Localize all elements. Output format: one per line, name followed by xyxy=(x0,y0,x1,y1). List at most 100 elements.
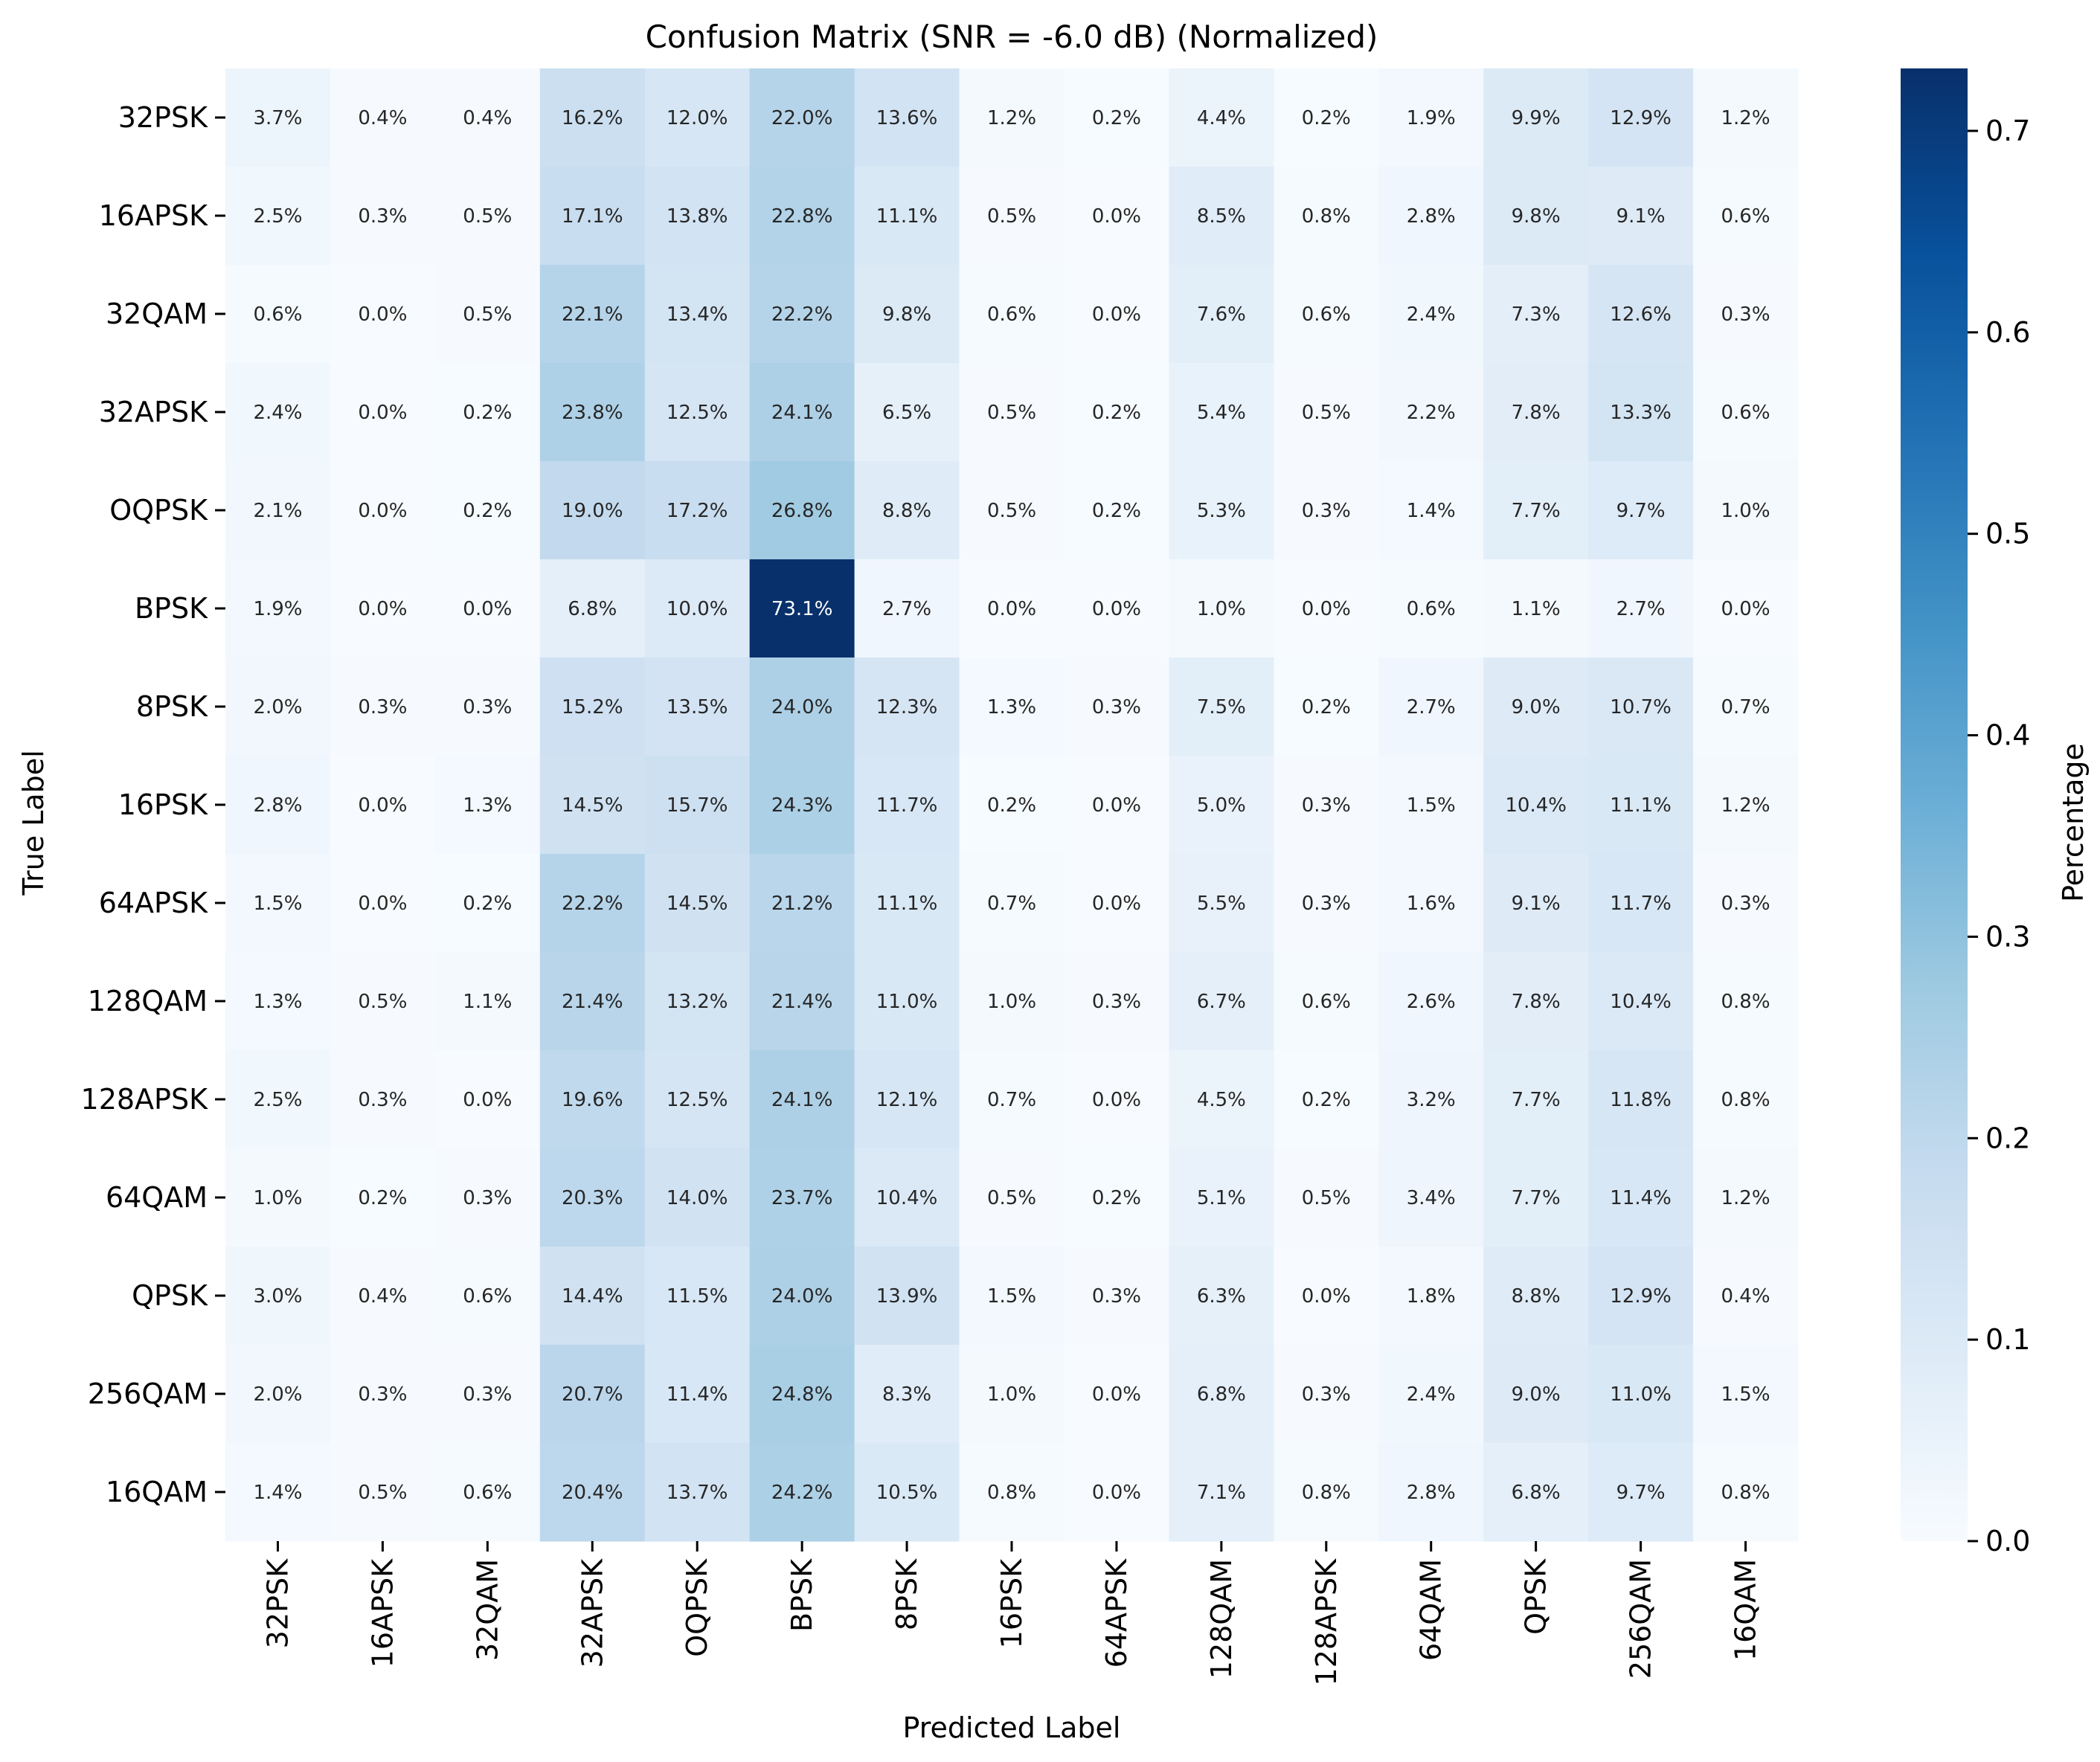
cell-value-label: 11.0% xyxy=(1610,1383,1672,1406)
cell-value-label: 0.4% xyxy=(358,1285,407,1308)
cell-value-label: 14.0% xyxy=(667,1187,728,1209)
cell-value-label: 16.2% xyxy=(562,107,623,129)
heatmap-cell-32qam-64qam xyxy=(1378,265,1484,364)
heatmap-cell-128qam-16qam xyxy=(1693,952,1799,1051)
heatmap-cell-128apsk-64apsk xyxy=(1064,1050,1169,1149)
cell-value-label: 0.6% xyxy=(1407,598,1456,620)
x-tick-label-8psk: 8PSK xyxy=(890,1558,923,1630)
heatmap-cell-64qam-32psk xyxy=(225,1148,331,1247)
cell-value-label: 0.2% xyxy=(463,402,512,424)
cell-value-label: 5.1% xyxy=(1197,1187,1246,1209)
heatmap-cell-8psk-8psk xyxy=(854,657,960,756)
heatmap-cell-32apsk-64qam xyxy=(1378,363,1484,462)
cell-value-label: 7.7% xyxy=(1512,1187,1561,1209)
heatmap-cell-bpsk-bpsk xyxy=(749,559,855,658)
cell-value-label: 1.0% xyxy=(1197,598,1246,620)
heatmap-cell-64apsk-16qam xyxy=(1693,854,1799,953)
cell-value-label: 1.6% xyxy=(1407,893,1456,915)
heatmap-cell-32psk-32psk xyxy=(225,68,331,167)
heatmap-cell-bpsk-16psk xyxy=(959,559,1065,658)
cell-value-label: 0.2% xyxy=(1092,1187,1141,1209)
cell-value-label: 0.5% xyxy=(987,402,1036,424)
cell-value-label: 0.6% xyxy=(463,1285,512,1308)
heatmap-cell-8psk-128qam xyxy=(1169,657,1274,756)
colorbar-gradient xyxy=(1901,68,1968,1541)
heatmap-cell-16qam-32apsk xyxy=(539,1443,646,1542)
heatmap-cell-8psk-32psk xyxy=(225,657,331,756)
cell-value-label: 14.4% xyxy=(562,1285,623,1308)
heatmap-cell-16apsk-oqpsk xyxy=(644,167,751,266)
heatmap-cell-256qam-32qam xyxy=(434,1345,541,1444)
heatmap-cell-16qam-64qam xyxy=(1378,1443,1484,1542)
cell-value-label: 2.5% xyxy=(253,1089,302,1111)
heatmap-cell-16qam-8psk xyxy=(854,1443,960,1542)
heatmap-cell-32qam-128apsk xyxy=(1274,265,1379,364)
cell-value-label: 9.8% xyxy=(1512,205,1561,228)
heatmap-cell-oqpsk-256qam xyxy=(1588,461,1694,560)
cell-value-label: 0.8% xyxy=(1721,991,1770,1013)
heatmap-cell-32apsk-128qam xyxy=(1169,363,1274,462)
heatmap-cell-qpsk-16apsk xyxy=(330,1247,436,1345)
heatmap-cell-oqpsk-128qam xyxy=(1169,461,1274,560)
cell-value-label: 0.5% xyxy=(463,303,512,326)
heatmap-cell-16psk-qpsk xyxy=(1483,756,1589,855)
heatmap-cell-16psk-128qam xyxy=(1169,756,1274,855)
cell-value-label: 2.7% xyxy=(882,598,931,620)
x-tick-label-32qam: 32QAM xyxy=(471,1559,504,1661)
heatmap-cell-qpsk-16psk xyxy=(959,1247,1065,1345)
heatmap-cell-16psk-64qam xyxy=(1378,756,1484,855)
heatmap-cell-32apsk-32qam xyxy=(434,363,541,462)
heatmap-cell-oqpsk-32qam xyxy=(434,461,541,560)
cell-value-label: 73.1% xyxy=(771,598,833,620)
y-tick-label-32qam: 32QAM xyxy=(106,298,208,330)
cell-value-label: 11.4% xyxy=(1610,1187,1672,1209)
heatmap-cell-16psk-16psk xyxy=(959,756,1065,855)
heatmap-cell-32qam-qpsk xyxy=(1483,265,1589,364)
cell-value-label: 0.0% xyxy=(358,303,407,326)
heatmap-cell-16psk-32apsk xyxy=(539,756,646,855)
heatmap-cell-32psk-128qam xyxy=(1169,68,1274,167)
cell-value-label: 1.8% xyxy=(1407,1285,1456,1308)
cell-value-label: 2.0% xyxy=(253,1383,302,1406)
heatmap-cell-16apsk-16psk xyxy=(959,167,1065,266)
cell-value-label: 0.0% xyxy=(358,893,407,915)
cell-value-label: 21.4% xyxy=(562,991,623,1013)
heatmap-cell-16qam-256qam xyxy=(1588,1443,1694,1542)
cell-value-label: 0.3% xyxy=(1092,696,1141,718)
heatmap-cell-32qam-bpsk xyxy=(749,265,855,364)
cell-value-label: 0.0% xyxy=(1302,1285,1351,1308)
x-tick-label-32psk: 32PSK xyxy=(261,1558,294,1648)
cell-value-label: 0.6% xyxy=(463,1482,512,1504)
cell-value-label: 10.0% xyxy=(667,598,728,620)
chart-title: Confusion Matrix (SNR = -6.0 dB) (Normal… xyxy=(646,19,1378,55)
cell-value-label: 0.3% xyxy=(358,1089,407,1111)
heatmap-cell-64qam-oqpsk xyxy=(644,1148,751,1247)
heatmap-cell-32qam-16psk xyxy=(959,265,1065,364)
cell-value-label: 0.5% xyxy=(463,205,512,228)
x-axis-label: Predicted Label xyxy=(903,1711,1121,1744)
cell-value-label: 7.6% xyxy=(1197,303,1246,326)
heatmap-cell-64apsk-32psk xyxy=(225,854,331,953)
cell-value-label: 22.8% xyxy=(771,205,833,228)
heatmap-cell-64apsk-64apsk xyxy=(1064,854,1169,953)
cell-value-label: 1.0% xyxy=(1721,500,1770,522)
cell-value-label: 11.8% xyxy=(1610,1089,1672,1111)
heatmap-cell-8psk-32qam xyxy=(434,657,541,756)
cell-value-label: 7.7% xyxy=(1512,1089,1561,1111)
cell-value-label: 2.8% xyxy=(1407,205,1456,228)
heatmap-cell-8psk-oqpsk xyxy=(644,657,751,756)
heatmap-cell-16psk-64apsk xyxy=(1064,756,1169,855)
heatmap-cell-64qam-64apsk xyxy=(1064,1148,1169,1247)
x-tick-label-qpsk: QPSK xyxy=(1520,1558,1552,1635)
heatmap-cell-128apsk-256qam xyxy=(1588,1050,1694,1149)
heatmap-cell-128qam-64qam xyxy=(1378,952,1484,1051)
cell-value-label: 21.2% xyxy=(771,893,833,915)
cell-value-label: 1.0% xyxy=(253,1187,302,1209)
cell-value-label: 11.7% xyxy=(876,794,938,817)
heatmap-cell-256qam-32apsk xyxy=(539,1345,646,1444)
heatmap-cell-qpsk-bpsk xyxy=(749,1247,855,1345)
cell-value-label: 8.8% xyxy=(1512,1285,1561,1308)
cell-value-label: 1.9% xyxy=(253,598,302,620)
cell-value-label: 0.3% xyxy=(1721,303,1770,326)
heatmap-cell-32qam-256qam xyxy=(1588,265,1694,364)
